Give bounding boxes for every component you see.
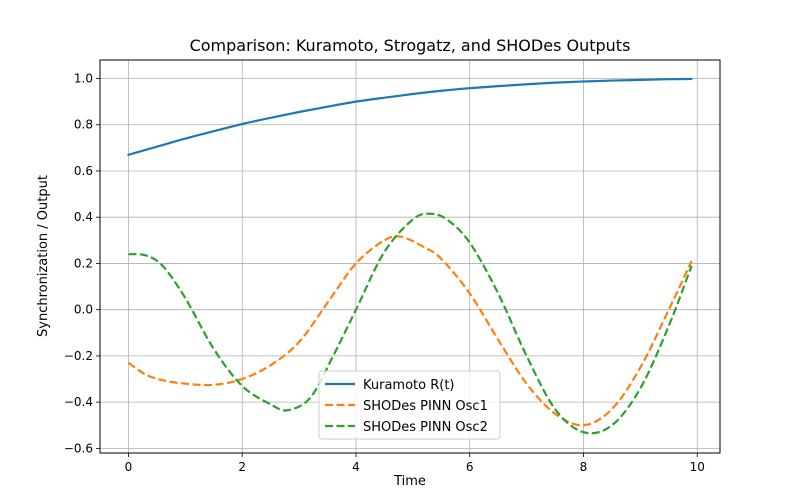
tick-layer: 0 2 4 6 8 10 −0.6 −0.4 −0.2 0.0 0.2 0.4 0.6 0.8 1.0: [64, 71, 705, 474]
series-line-shodes-pinn-osc1: [127, 235, 693, 427]
legend-label-kuramoto-r-t: Kuramoto R(t): [363, 378, 455, 393]
series-layer: [127, 77, 693, 435]
x-tick-label: 4: [352, 460, 360, 474]
y-tick-label: 0.6: [74, 164, 93, 178]
legend-label-shodes-pinn-osc1: SHODes PINN Osc1: [363, 399, 488, 414]
legend: Kuramoto R(t) SHODes PINN Osc1 SHODes PINN…: [318, 370, 501, 440]
plot-frame: [99, 59, 721, 454]
chart-title: Comparison: Kuramoto, Strogatz, and SHOD…: [190, 36, 631, 55]
y-tick-label: 0.8: [74, 118, 93, 132]
legend-box: [318, 370, 501, 440]
series-line-shodes-pinn-osc2: [128, 212, 693, 435]
x-tick-label: 8: [580, 460, 588, 474]
y-tick-label: −0.6: [64, 441, 93, 455]
y-tick-label: 0.2: [74, 256, 93, 270]
grid-layer: [100, 60, 720, 453]
y-tick-label: −0.2: [64, 349, 93, 363]
x-tick-label: 2: [238, 460, 246, 474]
y-axis-title: Synchronization / Output: [36, 175, 51, 337]
x-tick-label: 10: [690, 460, 705, 474]
legend-label-shodes-pinn-osc2: SHODes PINN Osc2: [363, 420, 488, 435]
y-tick-label: 1.0: [74, 71, 93, 85]
y-tick-label: 0.0: [74, 303, 93, 317]
x-tick-label: 6: [466, 460, 474, 474]
series-line-kuramoto-r-t: [127, 77, 693, 156]
y-tick-label: 0.4: [74, 210, 93, 224]
x-tick-label: 0: [125, 460, 133, 474]
y-tick-label: −0.4: [64, 395, 93, 409]
x-axis-title: Time: [393, 474, 426, 489]
